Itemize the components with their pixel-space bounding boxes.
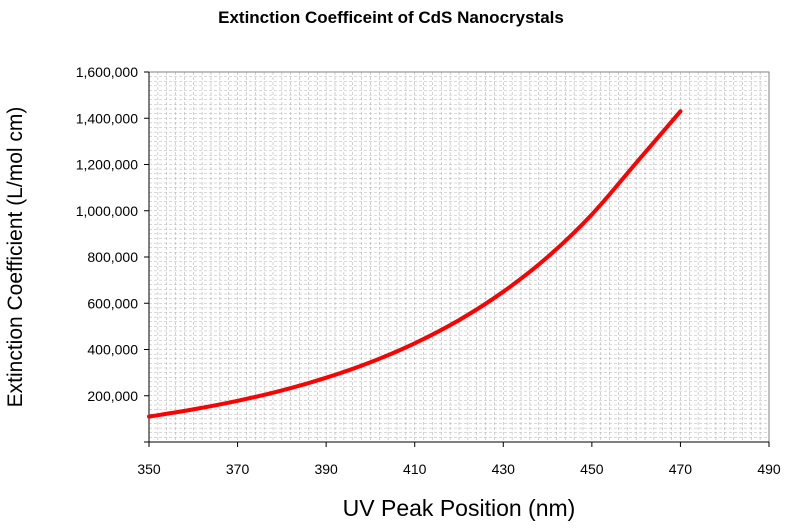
y-tick-label: 1,400,000 <box>76 110 138 126</box>
x-tick-label: 450 <box>580 461 604 477</box>
x-tick-label: 490 <box>757 461 781 477</box>
y-tick-label: 800,000 <box>87 249 138 265</box>
tick-labels: 200,000 400,000 600,000 800,000 1,000,000 1,2… <box>76 64 781 477</box>
x-axis-label: UV Peak Position (nm) <box>343 495 576 521</box>
x-tick-label: 370 <box>226 461 250 477</box>
x-tick-label: 350 <box>137 461 161 477</box>
axes <box>144 71 770 447</box>
x-tick-label: 390 <box>314 461 338 477</box>
x-tick-label: 430 <box>492 461 516 477</box>
y-axis-label: Extinction Coefficient (L/mol cm) <box>4 107 27 408</box>
y-tick-label: 1,000,000 <box>76 203 138 219</box>
x-tick-label: 470 <box>669 461 693 477</box>
grid <box>149 72 769 442</box>
y-tick-label: 600,000 <box>87 295 138 311</box>
x-tick-label: 410 <box>403 461 427 477</box>
series-line <box>147 109 683 419</box>
y-tick-label: 200,000 <box>87 388 138 404</box>
series-layer <box>147 109 683 419</box>
chart-title: Extinction Coefficeint of CdS Nanocrysta… <box>218 8 564 27</box>
y-tick-label: 1,600,000 <box>76 64 138 80</box>
y-tick-label: 1,200,000 <box>76 157 138 173</box>
y-tick-label: 400,000 <box>87 342 138 358</box>
